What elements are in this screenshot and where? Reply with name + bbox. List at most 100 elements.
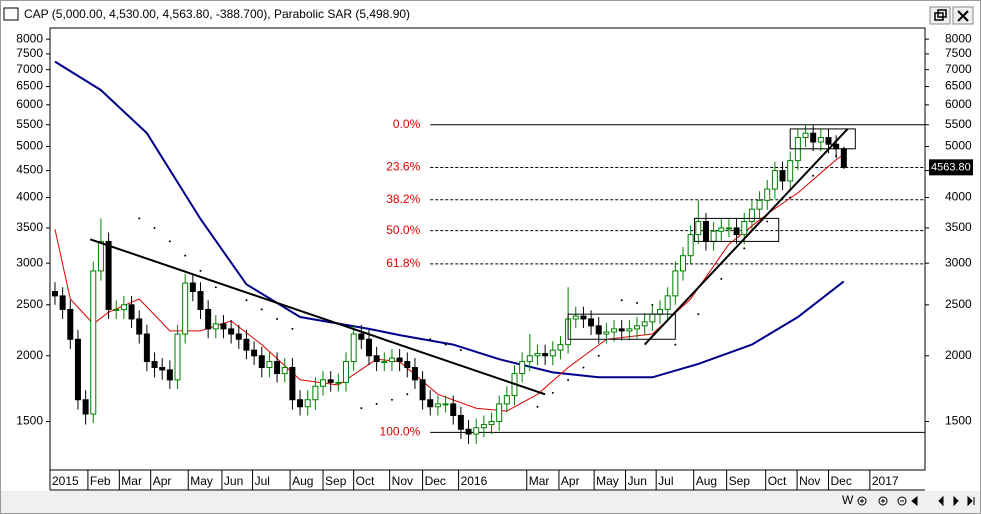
sar-dot [291,327,294,330]
candle-body [764,188,771,201]
candle-body [304,399,311,408]
sar-dot [360,407,363,410]
y-tick-label: 7000 [16,62,43,76]
candle-body [82,399,89,415]
candle-body [672,270,679,297]
candle-body [151,361,158,369]
candle-body [396,357,403,363]
sar-dot [743,247,746,250]
fib-label: 23.6% [386,160,420,174]
y-tick-label: 4500 [16,163,43,177]
fib-label: 100.0% [380,425,421,439]
candle-body [97,240,104,272]
fib-label: 38.2% [386,192,420,206]
candle-body [825,137,832,145]
sar-dot [812,174,815,177]
last-price-box [929,159,973,176]
close-button[interactable] [952,6,974,25]
restore-button[interactable] [929,6,951,25]
candle-body [274,361,281,375]
candle-body [840,148,847,168]
x-tick-label: Oct [356,474,375,488]
window-icon [3,7,19,21]
x-tick-label: Nov [392,474,413,488]
candle-body [235,333,242,340]
period-button[interactable]: W [842,493,854,507]
candle-body [381,361,388,364]
sar-dot [168,240,171,243]
x-tick-label: Oct [768,474,787,488]
x-tick-label: Aug [696,474,717,488]
candle-body [450,403,457,416]
candle-body [266,361,273,369]
scrollbar [1,491,980,513]
sar-dot [597,354,600,357]
last-price-label: 4563.80 [931,161,971,173]
candle-body [542,353,549,357]
sar-dot [214,286,217,289]
candle-body [718,227,725,232]
y2-tick-label: 1500 [945,414,972,428]
candle-body [572,315,579,320]
candle-body [611,328,618,333]
y2-tick-label: 6500 [945,79,972,93]
y2-tick-label: 2000 [945,348,972,362]
sar-dot [536,405,539,408]
candle-body [411,367,418,381]
moving-average [54,153,845,412]
sar-dot [429,338,432,341]
sar-dot [697,313,700,316]
candle-body [634,325,641,330]
candle-body [595,325,602,335]
candle-body [649,313,656,323]
y2-tick-label: 5000 [945,139,972,153]
candle-body [526,355,533,363]
sar-dot [766,220,769,223]
candle-body [741,221,748,236]
candle-body [404,361,411,369]
y-tick-label: 2000 [16,348,43,362]
candle-body [810,132,817,143]
x-tick-label: Apr [153,474,172,488]
toolbar-icons[interactable] [857,495,975,507]
candle-body [756,199,763,210]
candle-body [51,291,58,297]
sar-dot [390,398,393,401]
sar-dot [184,254,187,257]
candle-body [365,338,372,357]
sar-dot [674,343,677,346]
fib-label: 50.0% [386,223,420,237]
candle-body [748,208,755,223]
y-tick-label: 6000 [16,97,43,111]
candle-body [90,270,97,415]
x-tick-label: Jul [255,474,270,488]
candle-body [534,353,541,357]
candle-body [519,361,526,375]
candle-body [297,399,304,408]
candle-body [128,304,135,320]
candle-body [335,381,342,384]
y-tick-label: 3500 [16,220,43,234]
candle-body [710,230,717,242]
y-tick-label: 2500 [16,297,43,311]
y-tick-label: 6500 [16,79,43,93]
y-tick-label: 4000 [16,190,43,204]
x-tick-label: Sep [729,474,751,488]
sar-dot [620,299,623,302]
y-tick-label: 8000 [16,31,43,45]
x-tick-label: Sep [325,474,347,488]
candle-body [588,318,595,327]
moving-average [54,60,845,379]
sar-dot [444,343,447,346]
y2-tick-label: 3000 [945,255,972,269]
x-tick-label: Apr [561,474,580,488]
candle-body [664,295,671,310]
candle-body [205,308,212,330]
candle-body [618,328,625,332]
x-tick-label: 2017 [872,474,899,488]
candle-body [442,403,449,406]
x-tick-label: Mar [121,474,142,488]
candle-body [687,234,694,257]
candle-body [779,170,786,182]
candle-body [343,361,350,383]
